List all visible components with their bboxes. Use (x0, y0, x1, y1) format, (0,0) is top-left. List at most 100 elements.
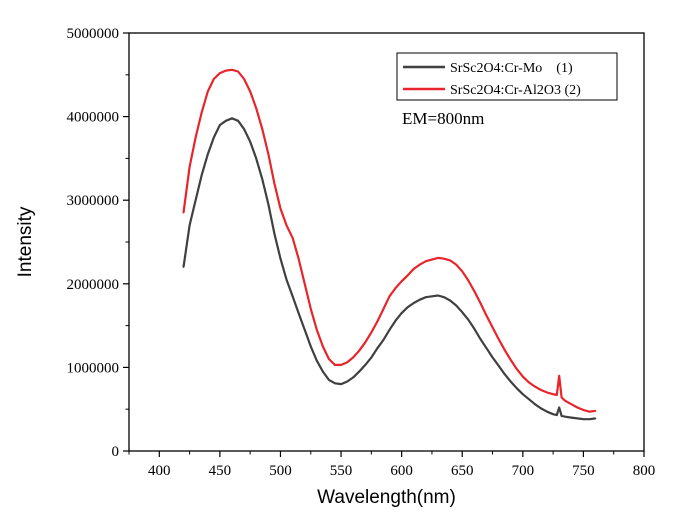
data-point (231, 117, 233, 120)
data-point (322, 345, 324, 348)
data-point (449, 299, 451, 302)
data-point (279, 207, 282, 210)
data-point (207, 90, 209, 93)
data-point (425, 296, 427, 299)
data-point (243, 78, 245, 80)
data-point (419, 298, 421, 301)
data-point (182, 266, 185, 268)
x-tick-label: 800 (633, 463, 656, 479)
data-point (237, 70, 239, 73)
data-point (328, 379, 330, 381)
data-point (182, 211, 185, 214)
data-point (413, 268, 415, 270)
data-point (552, 413, 554, 416)
data-point (419, 263, 421, 266)
data-point (455, 263, 458, 266)
data-point (443, 257, 445, 260)
data-point (267, 203, 270, 206)
data-point (479, 338, 482, 340)
data-point (522, 393, 524, 396)
data-point (588, 410, 591, 413)
data-point (570, 416, 573, 419)
x-tick-label: 650 (451, 463, 474, 479)
data-point (558, 406, 560, 409)
y-tick-label: 0 (112, 444, 120, 460)
data-point (400, 280, 403, 283)
data-point (560, 396, 563, 399)
data-point (364, 364, 367, 366)
data-point (564, 415, 566, 418)
data-point (546, 410, 548, 413)
data-point (516, 387, 518, 390)
data-point (243, 128, 245, 130)
data-point (388, 295, 391, 298)
data-point (437, 257, 439, 259)
data-point (346, 361, 348, 364)
data-point (491, 356, 494, 359)
data-point (310, 308, 312, 310)
data-point (528, 381, 530, 384)
data-point (546, 391, 548, 394)
data-point (237, 120, 239, 122)
data-point (255, 157, 257, 160)
data-point (370, 356, 373, 359)
data-point (400, 312, 403, 314)
x-axis-title: Wavelength(nm) (317, 487, 456, 508)
data-point (443, 296, 445, 299)
data-point (582, 418, 585, 421)
data-point (491, 326, 494, 329)
data-point (352, 376, 355, 379)
data-point (558, 375, 560, 377)
data-point (352, 356, 355, 359)
y-tick-label: 5000000 (67, 26, 120, 42)
data-point (358, 349, 361, 352)
data-point (540, 407, 542, 410)
data-point (200, 111, 203, 114)
data-point (461, 270, 464, 273)
data-point (522, 375, 524, 378)
data-point (431, 295, 433, 298)
data-point (316, 359, 318, 362)
data-point (364, 341, 367, 344)
x-tick-label: 700 (512, 463, 535, 479)
data-point (285, 224, 288, 227)
data-point (225, 120, 227, 122)
y-tick-label: 2000000 (67, 277, 120, 293)
data-point (261, 128, 264, 130)
data-point (213, 136, 215, 139)
x-tick-label: 600 (390, 463, 413, 479)
data-point (370, 331, 373, 334)
data-point (467, 318, 470, 321)
annotation-em: EM=800nm (402, 109, 484, 128)
data-point (249, 90, 251, 93)
data-point (249, 140, 251, 143)
data-point (273, 182, 276, 185)
data-point (528, 398, 530, 401)
data-point (570, 403, 573, 406)
data-point (303, 329, 306, 331)
data-point (303, 283, 306, 285)
data-point (255, 107, 257, 109)
data-point (540, 389, 542, 391)
data-point (516, 368, 518, 370)
data-point (388, 329, 391, 331)
data-point (556, 394, 558, 396)
data-point (485, 347, 488, 350)
data-point (594, 417, 597, 420)
data-point (358, 370, 361, 373)
data-point (406, 306, 409, 309)
data-point (576, 417, 579, 420)
data-point (503, 373, 506, 375)
data-point (485, 314, 488, 317)
y-tick-label: 3000000 (67, 193, 120, 209)
data-point (473, 290, 476, 293)
data-point (340, 383, 342, 385)
data-point (334, 364, 336, 366)
data-point (509, 380, 512, 383)
data-point (376, 320, 379, 323)
data-point (194, 136, 197, 139)
data-point (382, 339, 385, 341)
data-point (328, 358, 330, 360)
data-point (213, 78, 215, 80)
